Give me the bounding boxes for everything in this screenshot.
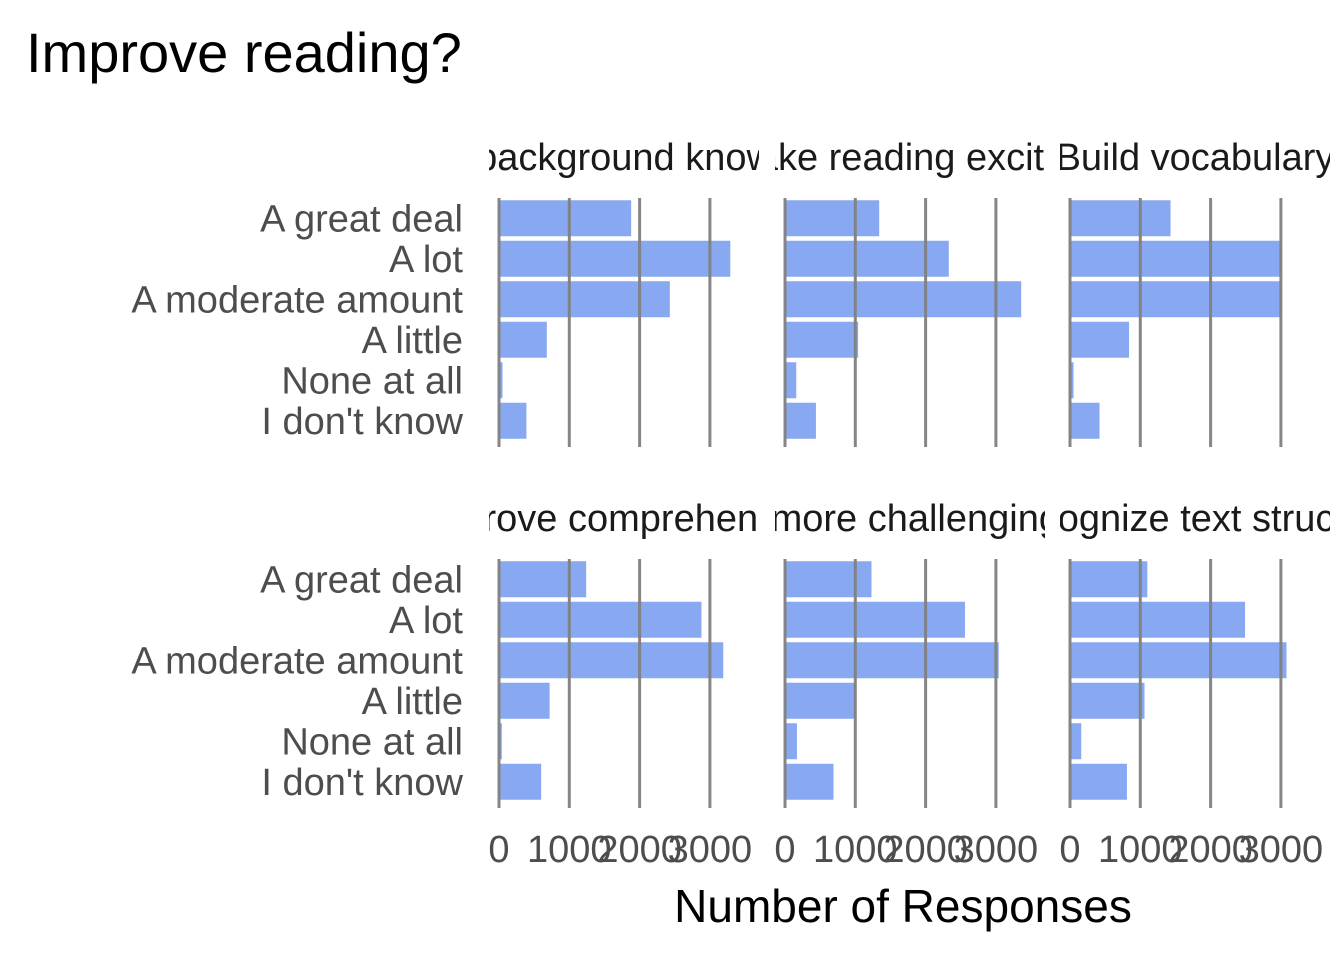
bar-4 <box>1070 321 1130 358</box>
y-tick-label: None at all <box>281 721 463 763</box>
bar-1 <box>1070 200 1171 237</box>
panel-strip-label: Build vocabulary <box>1056 137 1335 179</box>
bar-4 <box>785 321 859 358</box>
bar-1 <box>499 200 632 237</box>
bar-6 <box>1070 402 1100 439</box>
panel-strip-label: Read more challenging texts <box>669 498 1151 540</box>
y-tick-label: A lot <box>389 600 463 642</box>
bar-3 <box>499 642 724 679</box>
x-tick-label: 1000 <box>813 829 898 871</box>
bar-1 <box>785 561 872 598</box>
y-tick-label: A little <box>362 320 463 362</box>
bar-6 <box>499 763 542 800</box>
bar-1 <box>785 200 880 237</box>
x-tick-label: 2000 <box>1168 829 1253 871</box>
chart-title: Improve reading? <box>26 21 462 84</box>
bar-5 <box>499 362 503 399</box>
x-tick-label: 0 <box>1059 829 1080 871</box>
panel-3: Build vocabulary <box>1056 137 1335 447</box>
bar-3 <box>785 281 1022 318</box>
panel-strip-label: Recognize text structure <box>990 498 1344 540</box>
x-tick-label: 3000 <box>668 829 753 871</box>
bar-6 <box>499 402 527 439</box>
x-tick-label: 2000 <box>883 829 968 871</box>
x-tick-label: 2000 <box>597 829 682 871</box>
bar-6 <box>785 402 816 439</box>
x-tick-label: 3000 <box>954 829 1039 871</box>
y-tick-label: I don't know <box>261 762 463 804</box>
x-tick-label: 1000 <box>527 829 612 871</box>
panel-strip-label: Make reading exciting <box>725 137 1095 179</box>
bar-2 <box>499 240 731 277</box>
bar-2 <box>1070 240 1281 277</box>
y-tick-label: A moderate amount <box>131 640 463 682</box>
bar-3 <box>1070 642 1287 679</box>
bar-6 <box>785 763 834 800</box>
y-tick-label: None at all <box>281 360 463 402</box>
bar-1 <box>1070 561 1148 598</box>
bar-4 <box>499 321 547 358</box>
y-tick-label: A great deal <box>260 559 463 601</box>
bar-2 <box>1070 601 1246 638</box>
bar-5 <box>785 362 797 399</box>
y-tick-label: A lot <box>389 239 463 281</box>
bar-3 <box>1070 281 1281 318</box>
bar-5 <box>785 723 797 760</box>
bar-2 <box>499 601 702 638</box>
x-tick-label: 1000 <box>1098 829 1183 871</box>
bar-4 <box>785 682 857 719</box>
panel-strip-label: Improve comprehension <box>420 498 828 540</box>
bar-4 <box>499 682 550 719</box>
bar-2 <box>785 601 965 638</box>
panel-strip-label: Build background knowledge <box>381 137 867 179</box>
bar-5 <box>1070 723 1082 760</box>
bar-6 <box>1070 763 1127 800</box>
panel-2: Make reading exciting <box>725 137 1095 447</box>
y-tick-label: A little <box>362 681 463 723</box>
y-tick-label: A moderate amount <box>131 279 463 321</box>
y-tick-label: I don't know <box>261 401 463 443</box>
y-tick-label: A great deal <box>260 198 463 240</box>
bar-5 <box>1070 362 1074 399</box>
x-tick-label: 3000 <box>1239 829 1324 871</box>
bar-2 <box>785 240 949 277</box>
bar-3 <box>785 642 999 679</box>
bar-3 <box>499 281 670 318</box>
x-tick-label: 0 <box>488 829 509 871</box>
x-tick-label: 0 <box>774 829 795 871</box>
x-axis-label: Number of Responses <box>674 880 1132 932</box>
bar-1 <box>499 561 587 598</box>
bar-4 <box>1070 682 1145 719</box>
